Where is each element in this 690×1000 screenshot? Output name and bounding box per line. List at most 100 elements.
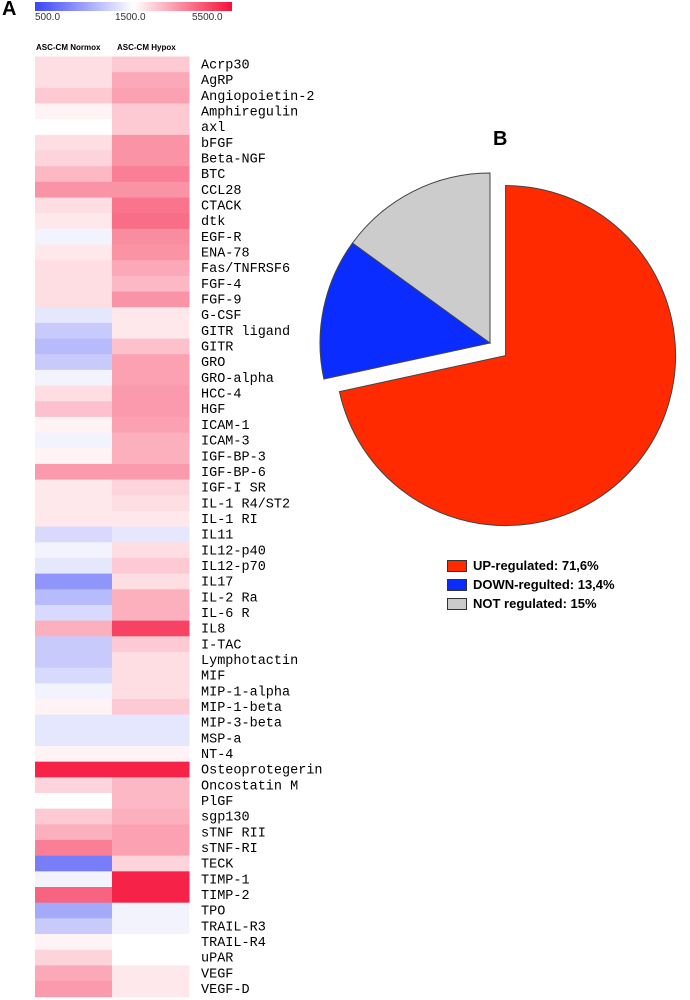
- heatmap-row-label: TRAIL-R4: [201, 936, 266, 951]
- heatmap-cell: [35, 871, 113, 888]
- heatmap-row-label: HGF: [201, 403, 225, 418]
- heatmap-cell: [35, 542, 113, 559]
- pie-slice: [338, 185, 677, 526]
- heatmap-cell: [35, 369, 113, 387]
- heatmap-cell: [35, 573, 113, 590]
- heatmap-cell: [112, 683, 190, 700]
- heatmap-row-label: FGF-4: [201, 278, 242, 293]
- heatmap-cell: [35, 714, 113, 731]
- heatmap-cell: [35, 244, 113, 261]
- heatmap-cell: [35, 56, 113, 73]
- heatmap-cell: [112, 260, 190, 277]
- panel-b-label: B: [493, 128, 508, 150]
- column-header-hypox: ASC-CM Hypox: [117, 43, 176, 52]
- legend-label: NOT regulated: 15%: [473, 596, 597, 611]
- heatmap-cell: [35, 934, 113, 951]
- heatmap-cell: [35, 698, 113, 716]
- heatmap-row-label: MIF: [201, 670, 225, 685]
- heatmap-cell: [112, 134, 190, 152]
- heatmap-row-label: EGF-R: [201, 231, 242, 246]
- heatmap-cell: [35, 338, 113, 355]
- heatmap-cell: [112, 495, 190, 512]
- heatmap-cell: [35, 72, 113, 89]
- heatmap-cell: [35, 322, 113, 340]
- heatmap-cell: [112, 651, 190, 669]
- colorbar-tick-high: 5500.0: [192, 12, 223, 23]
- heatmap-row-label: Amphiregulin: [201, 106, 298, 121]
- heatmap-cell: [35, 949, 113, 966]
- heatmap-cell: [35, 479, 113, 496]
- heatmap-cell: [35, 761, 113, 778]
- heatmap-cell: [112, 463, 190, 481]
- heatmap-cell: [35, 103, 113, 120]
- heatmap-cell: [112, 197, 190, 214]
- heatmap-row-label: TRAIL-R3: [201, 920, 266, 935]
- heatmap-row-label: PlGF: [201, 795, 233, 810]
- heatmap-cell: [35, 166, 113, 183]
- heatmap-cell: [35, 777, 113, 794]
- heatmap-cell: [112, 573, 190, 590]
- heatmap-cell: [35, 385, 113, 402]
- heatmap-cell: [112, 761, 190, 778]
- heatmap-cell: [112, 213, 190, 230]
- heatmap-cell: [35, 416, 113, 434]
- heatmap-row-label: MIP-3-beta: [201, 717, 282, 732]
- heatmap-row-label: GITR ligand: [201, 325, 290, 340]
- legend-swatch: [447, 598, 467, 610]
- heatmap-cell: [112, 667, 190, 684]
- heatmap-cell: [112, 526, 190, 543]
- heatmap-cell: [112, 604, 190, 622]
- heatmap-row-label: CTACK: [201, 200, 242, 215]
- heatmap-cell: [112, 103, 190, 120]
- heatmap-cell: [35, 636, 113, 653]
- heatmap-cell: [35, 448, 113, 465]
- heatmap-row-label: Osteoprotegerin: [201, 764, 323, 779]
- heatmap-cell: [35, 667, 113, 684]
- heatmap-row-label: VEGF-D: [201, 983, 250, 998]
- heatmap-cell: [112, 479, 190, 496]
- heatmap-row-label: GITR: [201, 341, 233, 356]
- heatmap-cell: [112, 338, 190, 355]
- heatmap-row-label: Lymphotactin: [201, 654, 298, 669]
- heatmap-cell: [112, 322, 190, 340]
- heatmap-cell: [112, 965, 190, 982]
- heatmap-cell: [112, 275, 190, 293]
- heatmap-row-label: AgRP: [201, 74, 233, 89]
- heatmap-cell: [112, 934, 190, 951]
- heatmap-cell: [35, 855, 113, 872]
- heatmap-cell: [112, 918, 190, 935]
- heatmap-row-label: Angiopoietin-2: [201, 90, 314, 105]
- heatmap-row-label: GRO-alpha: [201, 372, 274, 387]
- heatmap-cell: [112, 902, 190, 919]
- heatmap-cell: [35, 228, 113, 246]
- heatmap-cell: [35, 354, 113, 371]
- heatmap-row-label: sgp130: [201, 811, 250, 826]
- heatmap-row-label: Acrp30: [201, 59, 250, 74]
- heatmap-cell: [112, 369, 190, 387]
- heatmap-cell: [112, 307, 190, 324]
- heatmap-cell: [112, 87, 190, 105]
- heatmap-row-label: IL12-p40: [201, 544, 266, 559]
- heatmap-cell: [112, 119, 190, 136]
- heatmap-row-label: IL-2 Ra: [201, 591, 258, 606]
- colorbar-tick-mid: 1500.0: [115, 12, 146, 23]
- heatmap-cell: [112, 150, 190, 167]
- heatmap-row-label: TIMP-2: [201, 889, 250, 904]
- heatmap-row-label: IL-1 R4/ST2: [201, 497, 290, 512]
- heatmap-cell: [35, 620, 113, 637]
- heatmap-row-label: IL17: [201, 576, 233, 591]
- heatmap-row-label: IL-1 RI: [201, 513, 258, 528]
- heatmap-cell: [35, 604, 113, 622]
- heatmap-cell: [112, 244, 190, 261]
- heatmap-cell: [35, 808, 113, 825]
- heatmap-cell: [35, 291, 113, 308]
- heatmap-cell: [35, 134, 113, 152]
- heatmap-cell: [112, 871, 190, 888]
- heatmap-cell: [35, 840, 113, 857]
- pie-slice: [351, 172, 491, 344]
- heatmap-cell: [35, 197, 113, 214]
- heatmap-row-label: TPO: [201, 905, 225, 920]
- heatmap-row-label: TIMP-1: [201, 873, 250, 888]
- heatmap-cell: [112, 698, 190, 716]
- panel-a-label: A: [2, 0, 17, 20]
